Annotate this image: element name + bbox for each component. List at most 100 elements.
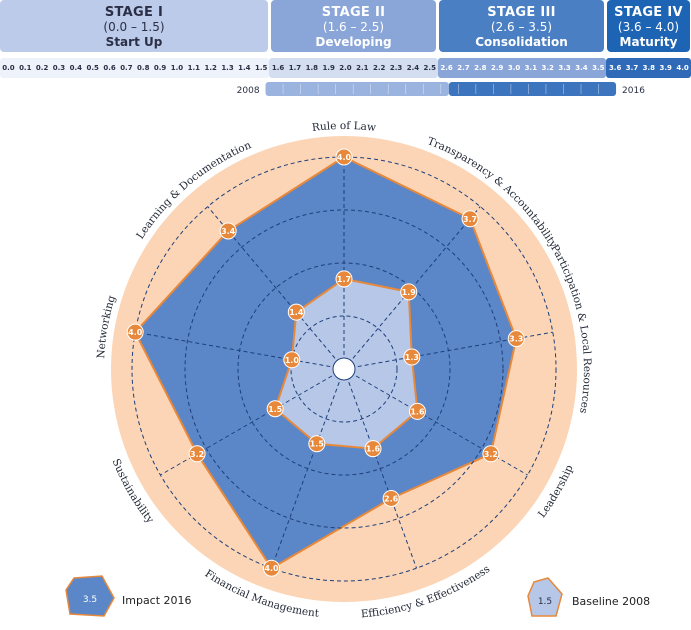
scale-tick: 2.4 (406, 64, 420, 72)
grid-ring (290, 315, 398, 423)
data-label: 4.0 (128, 328, 143, 337)
scale-tick: 2.5 (423, 64, 436, 72)
scale-tick: 1.6 (271, 64, 285, 72)
data-point (126, 323, 144, 341)
stage-range: (1.6 – 2.5) (322, 20, 385, 34)
scale-tick: 4.0 (676, 64, 689, 72)
timeline-end-label: 2016 (622, 86, 645, 96)
scale-tick: 1.1 (187, 64, 200, 72)
data-point (507, 330, 525, 348)
stage-name: STAGE II (321, 5, 386, 20)
stage-box: STAGE IV (3.6 – 4.0) Maturity (607, 0, 690, 52)
scale-tick: 2.3 (389, 64, 403, 72)
data-point (219, 222, 237, 240)
stage-label: Developing (315, 35, 392, 49)
impact-legend-label: Impact 2016 (122, 594, 192, 607)
stage-label: Consolidation (475, 35, 568, 49)
axis-label: Rule of Law (311, 120, 376, 134)
scale-tick: 3.9 (659, 64, 672, 72)
legend-impact: 3.5 Impact 2016 (64, 574, 224, 617)
stage-range: (2.6 – 3.5) (490, 20, 553, 34)
baseline-legend-label: Baseline 2008 (572, 595, 651, 608)
data-label: 1.6 (366, 445, 381, 454)
stage-bar: STAGE I (0.0 – 1.5) Start Up STAGE II (1.6 –… (0, 0, 691, 52)
scale-tick: 0.1 (19, 64, 32, 72)
data-label: 1.5 (310, 440, 325, 449)
data-label: 3.7 (463, 215, 477, 224)
scale-tick: 0.8 (137, 64, 150, 72)
scale-tick: 1.8 (305, 64, 318, 72)
data-label: 1.4 (289, 308, 304, 317)
timeline-start-label: 2008 (237, 86, 260, 96)
data-point (335, 148, 353, 166)
stage-name: STAGE III (487, 5, 556, 20)
grid-ring (131, 156, 557, 582)
data-label: 1.3 (405, 353, 419, 362)
timeline-segment-consolidation (448, 82, 617, 96)
scale-tick: 3.2 (541, 64, 554, 72)
stage-label: Start Up (105, 35, 163, 49)
scale-tick: 2.0 (339, 64, 352, 72)
impact-legend-sample: 3.5 (83, 595, 97, 605)
scale-tick: 3.0 (507, 64, 521, 72)
data-point (364, 440, 382, 458)
scale-segment (0, 58, 269, 78)
grid-ring (184, 209, 504, 529)
data-point (382, 489, 400, 507)
scale-tick: 1.2 (204, 64, 217, 72)
radar-chart: 4.0 3.7 3.3 3.2 2.6 4.0 3.2 4.0 3.4 1.7 1.9 1.3 1.6 1… (95, 120, 593, 620)
stage-name: STAGE IV (614, 5, 683, 20)
scale-tick: 3.1 (524, 64, 538, 72)
scale-tick: 1.5 (255, 64, 268, 72)
scale-tick: 3.6 (608, 64, 622, 72)
scale-tick: 0.4 (69, 64, 83, 72)
data-label: 1.5 (268, 405, 283, 414)
data-label: 3.2 (484, 450, 498, 459)
scale-segment (606, 58, 691, 78)
scale-tick: 3.3 (558, 64, 571, 72)
grid-spoke (343, 368, 417, 569)
stage-box: STAGE II (1.6 – 2.5) Developing (271, 0, 436, 52)
grid-spoke (271, 368, 345, 569)
scale-tick: 2.1 (356, 64, 369, 72)
baseline-legend-sample: 1.5 (538, 597, 552, 607)
scale-segment (269, 58, 438, 78)
data-point (408, 402, 426, 420)
scale-tick: 1.7 (288, 64, 302, 72)
scale-tick: 0.9 (153, 64, 167, 72)
scale-tick: 1.0 (170, 64, 184, 72)
data-point (262, 559, 280, 577)
data-label: 4.0 (264, 564, 279, 573)
scale-tick: 3.8 (642, 64, 656, 72)
data-label: 1.9 (402, 288, 417, 297)
scale-tick: 2.8 (474, 64, 487, 72)
timeline-bar: 2008 2016 (237, 82, 645, 96)
legend-baseline: 1.5 Baseline 2008 (526, 576, 691, 617)
data-label: 1.7 (337, 275, 351, 284)
scale-tick: 2.2 (372, 64, 386, 72)
scale-tick: 2.6 (440, 64, 453, 72)
data-label: 2.6 (384, 494, 399, 503)
data-point (283, 351, 301, 369)
data-point (482, 445, 500, 463)
stage-range: (3.6 – 4.0) (617, 20, 680, 34)
scale-tick: 3.4 (575, 64, 588, 72)
data-point (461, 210, 479, 228)
data-point (266, 400, 284, 418)
impact-legend-swatch: 3.5 (65, 575, 115, 617)
data-label: 3.2 (190, 450, 204, 459)
scale-tick: 3.5 (592, 64, 605, 72)
data-point (188, 445, 206, 463)
scale-tick: 1.9 (322, 64, 335, 72)
stage-label: Maturity (619, 35, 678, 49)
data-label: 3.3 (509, 335, 523, 344)
score-scale: 0.0 0.1 0.2 0.3 0.4 0.5 0.6 0.7 0.8 0.9 1.0 1.1 1.2 1… (0, 58, 691, 78)
scale-tick: 0.6 (103, 64, 116, 72)
stage-box: STAGE III (2.6 – 3.5) Consolidation (439, 0, 604, 52)
axis-label-text: Rule of Law (311, 120, 376, 134)
data-label: 3.4 (221, 227, 236, 236)
scale-tick: 0.5 (86, 64, 99, 72)
grid-spoke (135, 331, 345, 370)
scale-tick: 2.7 (457, 64, 470, 72)
data-point (308, 435, 326, 453)
